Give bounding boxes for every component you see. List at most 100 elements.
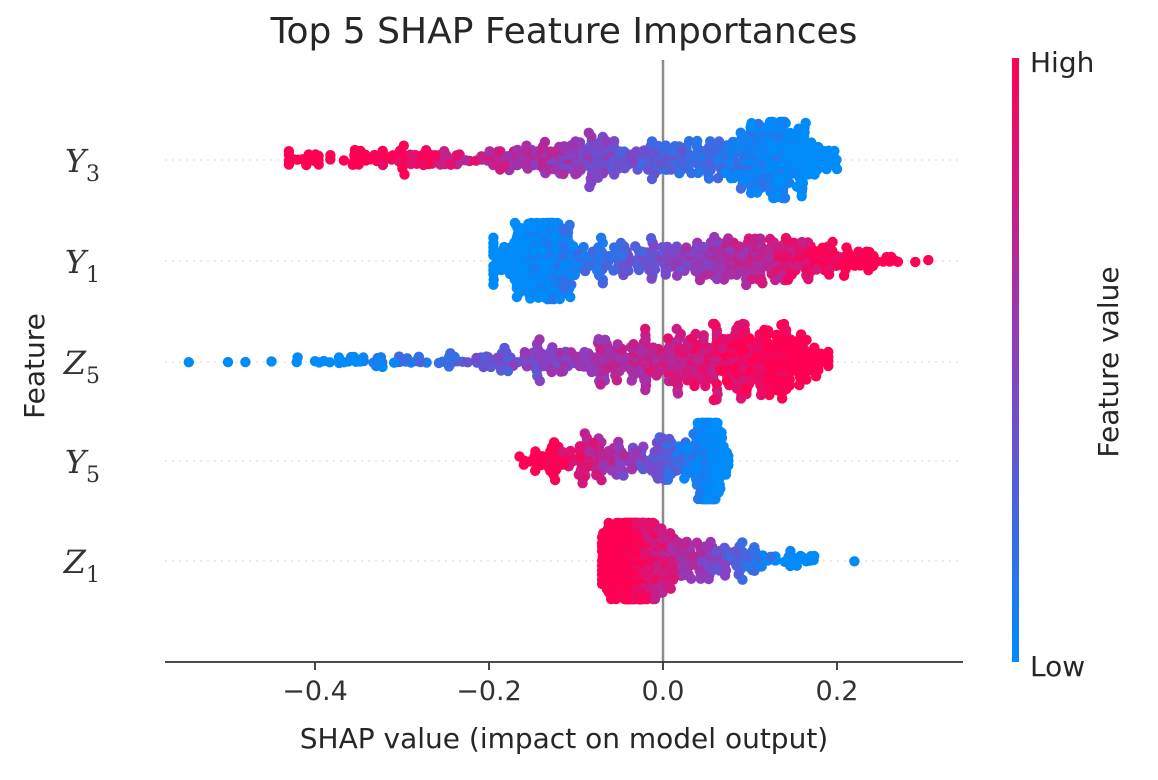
shap-point [831, 163, 843, 175]
shap-point [518, 356, 530, 367]
shap-point [764, 389, 775, 401]
shap-point [370, 360, 382, 372]
shap-point [630, 241, 641, 252]
shap-point [492, 352, 503, 363]
shap-point [638, 464, 649, 475]
shap-point [708, 394, 719, 406]
shap-point [691, 241, 703, 252]
shap-point [703, 173, 715, 184]
shap-point [801, 374, 812, 385]
shap-point [325, 150, 336, 161]
shap-point [445, 159, 456, 170]
shap-point [443, 361, 455, 372]
shap-point [586, 366, 597, 378]
shap-point [660, 269, 671, 280]
shap-point [646, 136, 658, 147]
shap-point [864, 246, 875, 258]
shap-point [657, 242, 668, 253]
shap-point [535, 459, 546, 471]
shap-point [488, 232, 499, 243]
shap-point [710, 564, 721, 575]
shap-point [785, 545, 796, 557]
shap-point [536, 348, 547, 359]
shap-point [662, 474, 674, 485]
shap-point [823, 360, 834, 372]
feature-labels: Y3 Y1 Z5 Y5 Z1 [63, 142, 100, 588]
feature-label: Y3 [65, 142, 100, 187]
shap-point [796, 191, 807, 202]
shap-point [788, 343, 799, 354]
shap-point [606, 362, 617, 373]
shap-point [764, 183, 775, 194]
shap-point [719, 542, 730, 553]
shap-point [506, 241, 517, 252]
shap-point [635, 593, 646, 605]
shap-point [745, 375, 756, 386]
shap-point [674, 168, 685, 179]
shap-point [829, 145, 840, 157]
shap-point [620, 361, 631, 372]
shap-point [630, 446, 641, 457]
shap-point [512, 160, 523, 171]
shap-point [716, 343, 728, 354]
shap-point [723, 460, 734, 471]
shap-point [657, 587, 668, 598]
shap-point [665, 164, 677, 175]
shap-point [667, 375, 679, 387]
shap-point [283, 159, 295, 170]
shap-point [514, 451, 525, 462]
shap-point [584, 260, 596, 271]
shap-point [686, 573, 697, 584]
shap-point [774, 116, 786, 128]
shap-point [549, 474, 561, 486]
shap-point [769, 342, 781, 353]
shap-point [766, 370, 777, 381]
shap-point [810, 371, 822, 382]
shap-point [613, 441, 624, 453]
shap-point [559, 282, 570, 294]
shap-point [764, 233, 776, 245]
shap-point [638, 145, 650, 156]
x-tick-label: −0.2 [456, 676, 522, 707]
shap-point [618, 351, 630, 362]
shap-point [471, 352, 482, 364]
shap-point [401, 353, 413, 364]
shap-point [546, 366, 557, 378]
x-ticks: −0.4 −0.2 0.0 0.2 [282, 662, 858, 707]
colorbar-high-label: High [1030, 46, 1094, 79]
shap-point [837, 259, 848, 270]
shap-point [605, 593, 617, 605]
shap-point [657, 433, 668, 444]
shap-point [679, 538, 690, 549]
chart-title: Top 5 SHAP Feature Importances [270, 11, 858, 52]
shap-point [622, 593, 633, 605]
shap-point [781, 383, 792, 395]
shap-point [570, 169, 581, 180]
shap-point [613, 517, 624, 529]
shap-point [665, 528, 676, 539]
shap-point [638, 441, 649, 452]
shap-point [690, 328, 701, 340]
shap-point [713, 136, 725, 147]
shap-point [720, 469, 732, 480]
x-tick-label: −0.4 [282, 676, 348, 707]
shap-point [522, 163, 533, 174]
shap-point [595, 379, 606, 390]
shap-point [723, 233, 734, 244]
shap-point [573, 469, 584, 480]
shap-point [292, 352, 303, 363]
shap-point [672, 388, 684, 399]
shap-point [716, 365, 727, 376]
shap-point [511, 291, 523, 303]
shap-point [599, 334, 611, 345]
shap-point [621, 517, 632, 529]
shap-point [603, 446, 614, 457]
shap-point [739, 132, 751, 143]
shap-point [449, 351, 460, 362]
shap-point [640, 323, 651, 335]
shap-point [338, 357, 349, 368]
colorbar [1012, 58, 1019, 662]
shap-point [631, 146, 642, 157]
shap-point [521, 140, 532, 151]
